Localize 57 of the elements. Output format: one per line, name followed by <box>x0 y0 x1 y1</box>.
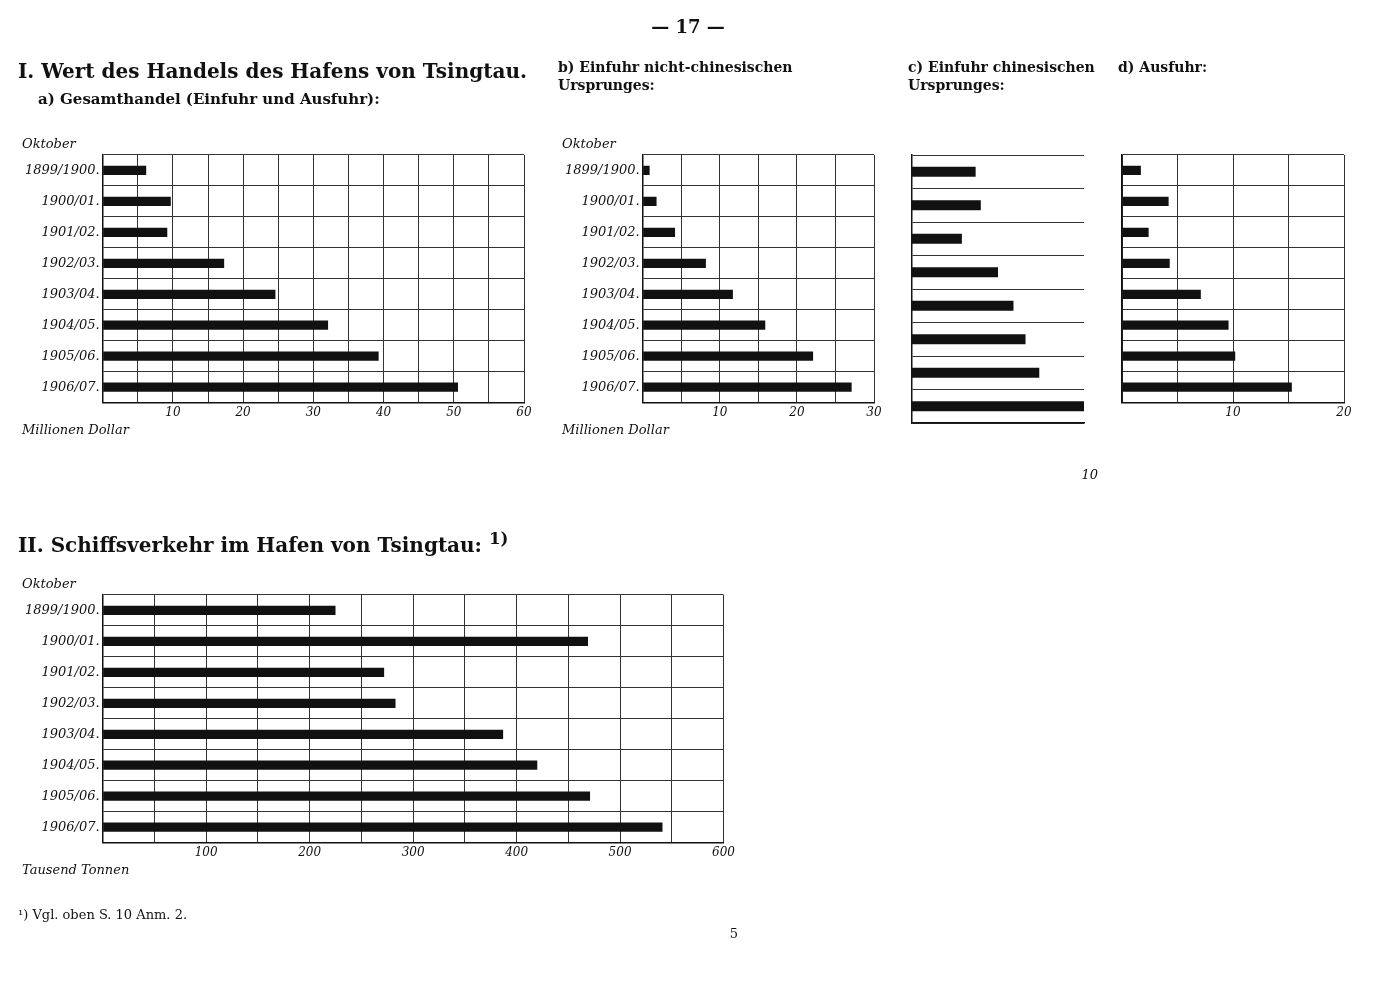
y-tick-label: 1899/1900. <box>564 161 640 177</box>
text: 10 <box>1080 467 1098 482</box>
text: 5 <box>728 926 738 941</box>
y-tick-label: 1901/02. <box>581 223 640 239</box>
chart-title: d) Ausfuhr: <box>1118 58 1209 77</box>
y-tick-label: 1902/03. <box>41 254 100 270</box>
y-tick-label: 1903/04. <box>41 725 100 741</box>
x-tick-label: 60 <box>516 404 532 419</box>
x-tick-label: 200 <box>297 844 322 859</box>
y-tick-label: 1900/01. <box>581 192 640 208</box>
x-tick-label: 10 <box>1225 404 1241 419</box>
y-tick-label: 1902/03. <box>41 694 100 710</box>
y-tick-label: 1899/1900. <box>24 161 100 177</box>
x-axis-title: Millionen Dollar <box>21 422 130 438</box>
x-tick-label: 600 <box>712 844 736 859</box>
x-tick-label: 20 <box>1335 404 1352 419</box>
x-tick-label: 10 <box>165 404 181 419</box>
y-tick-label: 1903/04. <box>41 285 100 301</box>
chart-title: I. Wert des Handels des Hafens von Tsingtau. <box>18 58 528 84</box>
y-tick-label: 1906/07. <box>41 378 100 394</box>
y-tick-label: 1904/05. <box>581 316 640 332</box>
y-axis-title: Oktober <box>22 135 77 151</box>
y-tick-label: 1904/05. <box>41 316 100 332</box>
x-tick-label: 30 <box>305 404 322 419</box>
chart-title: c) Einfuhr chinesischen Ursprunges: <box>908 58 1096 95</box>
y-tick-label: 1899/1900. <box>24 601 100 617</box>
x-tick-label: 30 <box>866 404 882 419</box>
chart-title: b) Einfuhr nicht-chinesischen Ursprunges: <box>558 58 794 95</box>
y-tick-label: 1900/01. <box>41 192 100 208</box>
y-axis-title: Oktober <box>562 135 617 151</box>
x-tick-label: 10 <box>712 404 728 419</box>
y-tick-label: 1900/01. <box>41 632 100 648</box>
y-tick-label: 1906/07. <box>41 818 100 834</box>
x-axis-title: Millionen Dollar <box>561 422 670 438</box>
chart-title: II. Schiffsverkehr im Hafen von Tsingtau: $^{1)}$ <box>18 528 510 558</box>
x-tick-label: 40 <box>374 404 392 419</box>
x-tick-label: 400 <box>504 844 529 859</box>
y-tick-label: 1901/02. <box>41 663 100 679</box>
chart-subtitle: a) Gesamthandel (Einfuhr und Ausfuhr): <box>37 90 381 108</box>
x-tick-label: 20 <box>234 404 252 419</box>
x-tick-label: 500 <box>608 844 632 859</box>
y-tick-label: 1904/05. <box>41 756 100 772</box>
x-tick-label: 300 <box>401 844 425 859</box>
y-tick-label: 1906/07. <box>581 378 640 394</box>
x-tick-label: 100 <box>194 844 218 859</box>
y-axis-title: Oktober <box>22 575 77 591</box>
y-tick-label: 1905/06. <box>41 787 100 803</box>
y-tick-label: 1905/06. <box>581 347 640 363</box>
y-tick-label: 1902/03. <box>581 254 640 270</box>
x-tick-label: 20 <box>788 404 805 419</box>
x-axis-title: Tausend Tonnen <box>22 862 130 878</box>
y-tick-label: 1905/06. <box>41 347 100 363</box>
y-tick-label: 1903/04. <box>581 285 640 301</box>
y-tick-label: 1901/02. <box>41 223 100 239</box>
x-tick-label: 50 <box>446 404 462 419</box>
text: — 17 — <box>650 16 726 37</box>
text: ¹) Vgl. oben S. 10 Anm. 2. <box>18 907 189 922</box>
